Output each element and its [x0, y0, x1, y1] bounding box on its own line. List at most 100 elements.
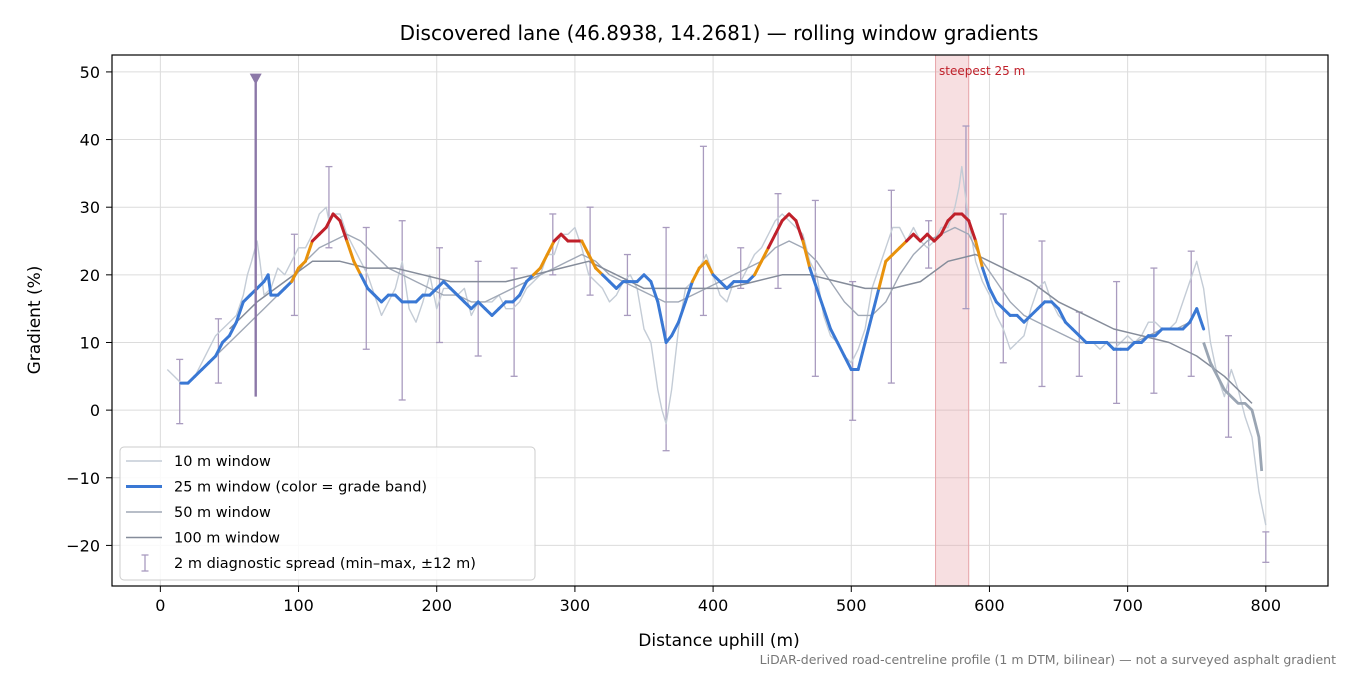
series-line: [1202, 342, 1264, 472]
series-25m-segment: [746, 273, 757, 284]
series-25m-segment: [1001, 307, 1012, 317]
errorbar: [1187, 250, 1195, 377]
steepest-highlight: [935, 54, 970, 587]
series-25m-segment: [449, 286, 459, 297]
series-25m-segment: [925, 232, 936, 243]
series-25m-segment: [1015, 313, 1026, 324]
series-25m-segment: [214, 340, 225, 358]
x-axis: 0 100 200 300 400 500 600 700 800: [155, 586, 1281, 615]
series-25m-segment: [863, 313, 874, 344]
series-25m-segment: [587, 253, 598, 270]
series-25m-segment: [290, 266, 301, 284]
series-25m-segment: [283, 280, 294, 290]
series-25m-segment: [310, 232, 321, 243]
errorbar: [849, 280, 857, 421]
series-25m-segment: [974, 239, 985, 270]
series-25m-segment: [559, 232, 570, 243]
series-25m-segment: [338, 219, 349, 243]
series-25m-segment: [435, 280, 446, 290]
x-tick-label: 400: [698, 596, 729, 615]
series-25m-segment: [1057, 307, 1067, 324]
series-25m-segment: [525, 273, 535, 284]
series-25m-segment: [614, 280, 625, 290]
series-25m-segment: [1195, 307, 1206, 331]
series-25m-segment: [670, 320, 681, 338]
series-25m-segment: [483, 307, 494, 317]
chart-title: Discovered lane (46.8938, 14.2681) — rol…: [400, 21, 1039, 45]
legend-label: 25 m window (color = grade band): [174, 480, 427, 496]
series-25m-segment: [1029, 307, 1040, 317]
errorbars: [176, 125, 1270, 563]
series-25m-segment: [317, 225, 328, 236]
series-lines: [166, 165, 1267, 526]
series-25m-segment: [987, 286, 998, 304]
series-25m-segment: [352, 259, 363, 277]
series-25m-segment: [393, 293, 404, 304]
errorbar: [474, 260, 482, 357]
series-25m-segment: [683, 280, 694, 304]
y-tick-label: 40: [80, 131, 100, 150]
series-25m-segment: [227, 320, 238, 338]
y-tick-label: 20: [80, 266, 100, 285]
series-25m-segment: [660, 320, 668, 344]
legend: 10 m window 25 m window (color = grade ba…: [119, 446, 536, 581]
series-25m-segment: [773, 219, 784, 236]
footnote: LiDAR-derived road-centreline profile (1…: [760, 652, 1336, 667]
series-25m-segment: [373, 293, 383, 304]
x-tick-label: 200: [421, 596, 452, 615]
series-25m-segment: [1063, 320, 1074, 331]
series-25m-segment: [759, 246, 770, 263]
grid: [112, 55, 1328, 586]
series-25m-segment: [193, 368, 204, 378]
series-25m-segment: [1139, 334, 1150, 344]
series-25m-segment: [1105, 340, 1116, 351]
legend-box: [119, 446, 536, 581]
y-tick-label: −10: [66, 469, 100, 488]
x-tick-label: 500: [836, 596, 867, 615]
series-25m-segment: [877, 259, 888, 290]
series-25m-segment: [835, 340, 846, 358]
series-25m-segment: [1126, 340, 1137, 351]
series-25m-segment: [469, 300, 480, 311]
x-axis-label: Distance uphill (m): [638, 631, 799, 651]
series-25m-segment: [1022, 313, 1033, 324]
series-25m-segment: [186, 374, 197, 385]
series-25m-segment: [594, 266, 605, 277]
series-25m-segment: [780, 212, 791, 223]
legend-label: 50 m window: [174, 505, 271, 521]
y-axis-label: Gradient (%): [25, 266, 45, 375]
series-25m-segment: [331, 212, 342, 223]
series-25m-segment: [697, 259, 708, 270]
errorbar: [586, 206, 594, 296]
errorbar: [623, 253, 631, 317]
series-25m-segment: [221, 334, 231, 344]
spike-triangle: [249, 73, 262, 85]
x-tick-label: 0: [155, 596, 165, 615]
y-tick-label: −20: [66, 536, 100, 555]
series-25m-segment: [580, 239, 591, 257]
series-25m-segment: [207, 354, 218, 365]
series-25m-segment: [359, 273, 370, 290]
series-25m-segment: [891, 246, 902, 257]
errorbar: [999, 213, 1007, 364]
series-25m-segment: [656, 300, 664, 324]
series-25m-segment: [946, 212, 957, 223]
series-25m-segment: [241, 293, 252, 304]
series-25m-segment: [677, 300, 687, 324]
series-25m-segment: [704, 259, 715, 277]
series-25m-segment: [932, 232, 943, 243]
x-tick-label: 600: [974, 596, 1005, 615]
series-25m-segment: [918, 232, 929, 243]
series-25m-segment: [690, 266, 701, 284]
series-25m-segment: [801, 239, 812, 270]
series-25m-segment: [266, 273, 273, 297]
steepest-band: [935, 54, 970, 587]
series-25m-segment: [497, 300, 508, 311]
errorbar: [699, 145, 707, 317]
errorbar: [325, 165, 333, 249]
errorbar: [774, 193, 782, 290]
series-25m-segment: [545, 239, 556, 257]
series-25m-segment: [366, 286, 377, 297]
y-tick-label: 50: [80, 63, 100, 82]
